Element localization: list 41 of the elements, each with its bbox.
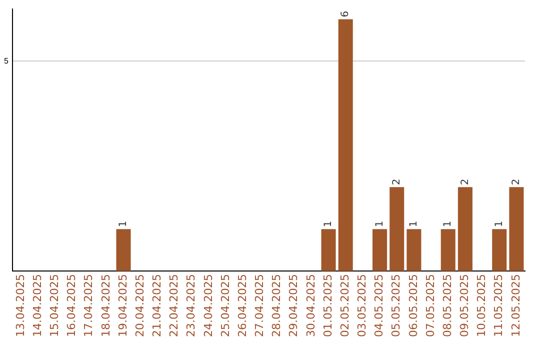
- x-tick-label: 30.04.2025: [304, 274, 318, 338]
- data-label: 2: [511, 178, 522, 186]
- x-tick-label: 22.04.2025: [168, 274, 181, 338]
- x-tick-label: 21.04.2025: [150, 274, 164, 338]
- x-tick-label: 25.04.2025: [218, 274, 232, 338]
- data-label: 2: [460, 178, 471, 186]
- x-tick-label: 26.04.2025: [236, 274, 249, 338]
- x-tick-label: 05.05.2025: [390, 274, 403, 338]
- data-label: 6: [340, 10, 352, 18]
- x-tick-label: 29.04.2025: [287, 274, 300, 338]
- x-tick-label: 12.05.2025: [509, 274, 522, 338]
- x-tick-label: 01.05.2025: [321, 274, 334, 338]
- x-tick-label: 16.04.2025: [65, 274, 78, 338]
- x-tick-label: 13.04.2025: [14, 274, 27, 338]
- x-tick-label: 19.04.2025: [116, 274, 130, 338]
- y-tick-label: 5: [4, 56, 9, 66]
- x-tick-label: 28.04.2025: [270, 274, 284, 338]
- x-tick-label: 17.04.2025: [82, 274, 96, 338]
- x-tick-label: 10.05.2025: [475, 274, 488, 338]
- data-label: 1: [374, 220, 386, 228]
- x-tick-label: 11.05.2025: [492, 274, 506, 338]
- x-tick-label: 09.05.2025: [458, 274, 472, 338]
- data-label: 1: [442, 220, 454, 228]
- x-tick-label: 24.04.2025: [202, 274, 215, 338]
- x-tick-label: 23.04.2025: [184, 274, 198, 338]
- x-tick-label: 15.04.2025: [48, 274, 62, 338]
- x-tick-label: 18.04.2025: [99, 274, 112, 338]
- x-tick-label: 07.05.2025: [424, 274, 437, 338]
- x-tick-label: 06.05.2025: [406, 274, 420, 338]
- x-tick-label: 03.05.2025: [356, 274, 369, 338]
- x-tick-label: 04.05.2025: [372, 274, 386, 338]
- x-tick-label: 08.05.2025: [440, 274, 454, 338]
- data-label: 1: [494, 220, 505, 228]
- data-label: 2: [391, 178, 402, 186]
- data-label: 1: [408, 220, 420, 228]
- x-tick-label: 14.04.2025: [30, 274, 44, 338]
- data-label: 1: [323, 220, 334, 228]
- x-tick-label: 27.04.2025: [253, 274, 266, 338]
- x-tick-label: 02.05.2025: [338, 274, 352, 338]
- data-label: 1: [118, 220, 130, 228]
- x-tick-label: 20.04.2025: [133, 274, 146, 338]
